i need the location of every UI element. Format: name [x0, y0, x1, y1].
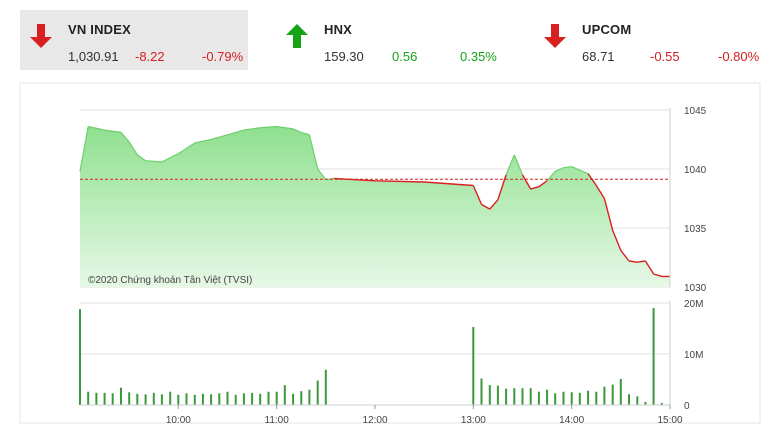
price-area	[80, 126, 670, 287]
volume-bar	[87, 391, 90, 405]
copyright-text: ©2020 Chứng khoán Tân Việt (TVSI)	[88, 275, 252, 286]
ticker-name: HNX	[324, 22, 353, 37]
volume-bar	[292, 393, 295, 405]
volume-bar	[242, 393, 245, 405]
volume-bar	[537, 391, 540, 405]
volume-bar	[480, 378, 483, 405]
time-tick-label: 14:00	[559, 415, 584, 426]
volume-bar	[505, 388, 508, 405]
volume-bar	[603, 386, 606, 405]
volume-bar	[185, 393, 188, 405]
ticker-last: 1,030.91	[68, 49, 119, 64]
volume-panel: 20M 10M 0	[79, 299, 703, 412]
volume-bar	[79, 309, 81, 405]
volume-y-tick-label: 20M	[684, 299, 703, 310]
time-tick-label: 12:00	[362, 415, 387, 426]
volume-bar	[226, 391, 229, 405]
ticker-vn-index[interactable]: VN INDEX 1,030.91 -8.22 -0.79%	[20, 10, 248, 70]
volume-bar	[628, 394, 630, 405]
price-y-tick-label: 1035	[684, 224, 707, 235]
volume-bar	[169, 391, 172, 405]
volume-bar	[144, 394, 147, 405]
volume-bar	[177, 394, 180, 405]
volume-bar	[636, 396, 639, 405]
ticker-name: UPCOM	[582, 22, 632, 37]
volume-bar	[95, 392, 98, 405]
volume-bar	[611, 384, 614, 405]
chart-frame	[19, 82, 761, 424]
price-y-tick-label: 1030	[684, 283, 707, 294]
volume-bar	[111, 393, 114, 405]
ticker-upcom[interactable]: UPCOM 68.71 -0.55 -0.80%	[534, 10, 770, 70]
volume-bar	[160, 394, 163, 405]
volume-bar	[644, 401, 647, 405]
ticker-change: -8.22	[135, 49, 165, 64]
time-tick-label: 10:00	[166, 415, 191, 426]
volume-bar	[570, 392, 573, 406]
time-tick-label: 11:00	[265, 415, 290, 426]
price-y-tick-label: 1045	[684, 106, 707, 117]
volume-y-tick-label: 0	[684, 401, 690, 412]
volume-bar	[546, 389, 549, 405]
volume-bar	[513, 388, 516, 405]
volume-bar	[152, 392, 155, 405]
ticker-percent: 0.35%	[460, 49, 497, 64]
time-tick-label: 13:00	[461, 415, 486, 426]
volume-bar	[324, 369, 327, 405]
down-arrow-icon	[544, 24, 566, 48]
volume-y-tick-label: 10M	[684, 350, 703, 361]
volume-bar	[619, 379, 622, 405]
volume-bar	[218, 393, 221, 405]
volume-bar	[496, 385, 499, 405]
volume-bar	[472, 327, 475, 405]
volume-bar	[210, 394, 213, 405]
volume-bar	[193, 394, 196, 405]
ticker-percent: -0.80%	[718, 49, 760, 64]
volume-bar	[529, 388, 532, 405]
price-panel: 1045 1040 1035 1030	[79, 106, 707, 294]
volume-bar	[120, 387, 122, 405]
time-tick-label: 15:00	[657, 415, 682, 426]
price-line-above-reference	[79, 125, 589, 182]
volume-bar	[488, 385, 491, 405]
volume-bar	[308, 389, 311, 405]
volume-bar	[595, 391, 598, 405]
volume-bar	[136, 393, 139, 405]
volume-bar	[103, 392, 106, 405]
down-arrow-icon	[30, 24, 52, 48]
ticker-last: 159.30	[324, 49, 364, 64]
volume-bar	[201, 393, 204, 405]
up-arrow-icon	[286, 24, 308, 48]
volume-bar	[554, 393, 557, 405]
ticker-name: VN INDEX	[68, 22, 132, 37]
ticker-change: -0.55	[650, 49, 680, 64]
volume-bar	[300, 391, 303, 405]
volume-bar	[578, 392, 581, 405]
volume-bar	[128, 392, 131, 406]
volume-bar	[316, 380, 319, 405]
volume-bar	[562, 391, 565, 405]
volume-bar	[259, 393, 262, 405]
price-y-tick-label: 1040	[684, 165, 707, 176]
ticker-last: 68.71	[582, 49, 615, 64]
volume-bar	[587, 390, 590, 405]
volume-bar	[283, 385, 286, 405]
volume-bar	[652, 308, 655, 405]
ticker-change: 0.56	[392, 49, 418, 64]
time-axis: 10:00 11:00 12:00 13:00 14:00 15:00	[80, 404, 683, 426]
volume-bar	[234, 394, 237, 405]
price-line-below-reference	[333, 173, 670, 278]
volume-bar	[267, 391, 270, 405]
volume-bar	[521, 388, 524, 405]
volume-bar	[251, 392, 254, 405]
volume-bar	[660, 403, 663, 405]
ticker-percent: -0.79%	[202, 49, 244, 64]
ticker-hnx[interactable]: HNX 159.30 0.56 0.35%	[276, 10, 512, 70]
volume-bar	[275, 391, 278, 405]
